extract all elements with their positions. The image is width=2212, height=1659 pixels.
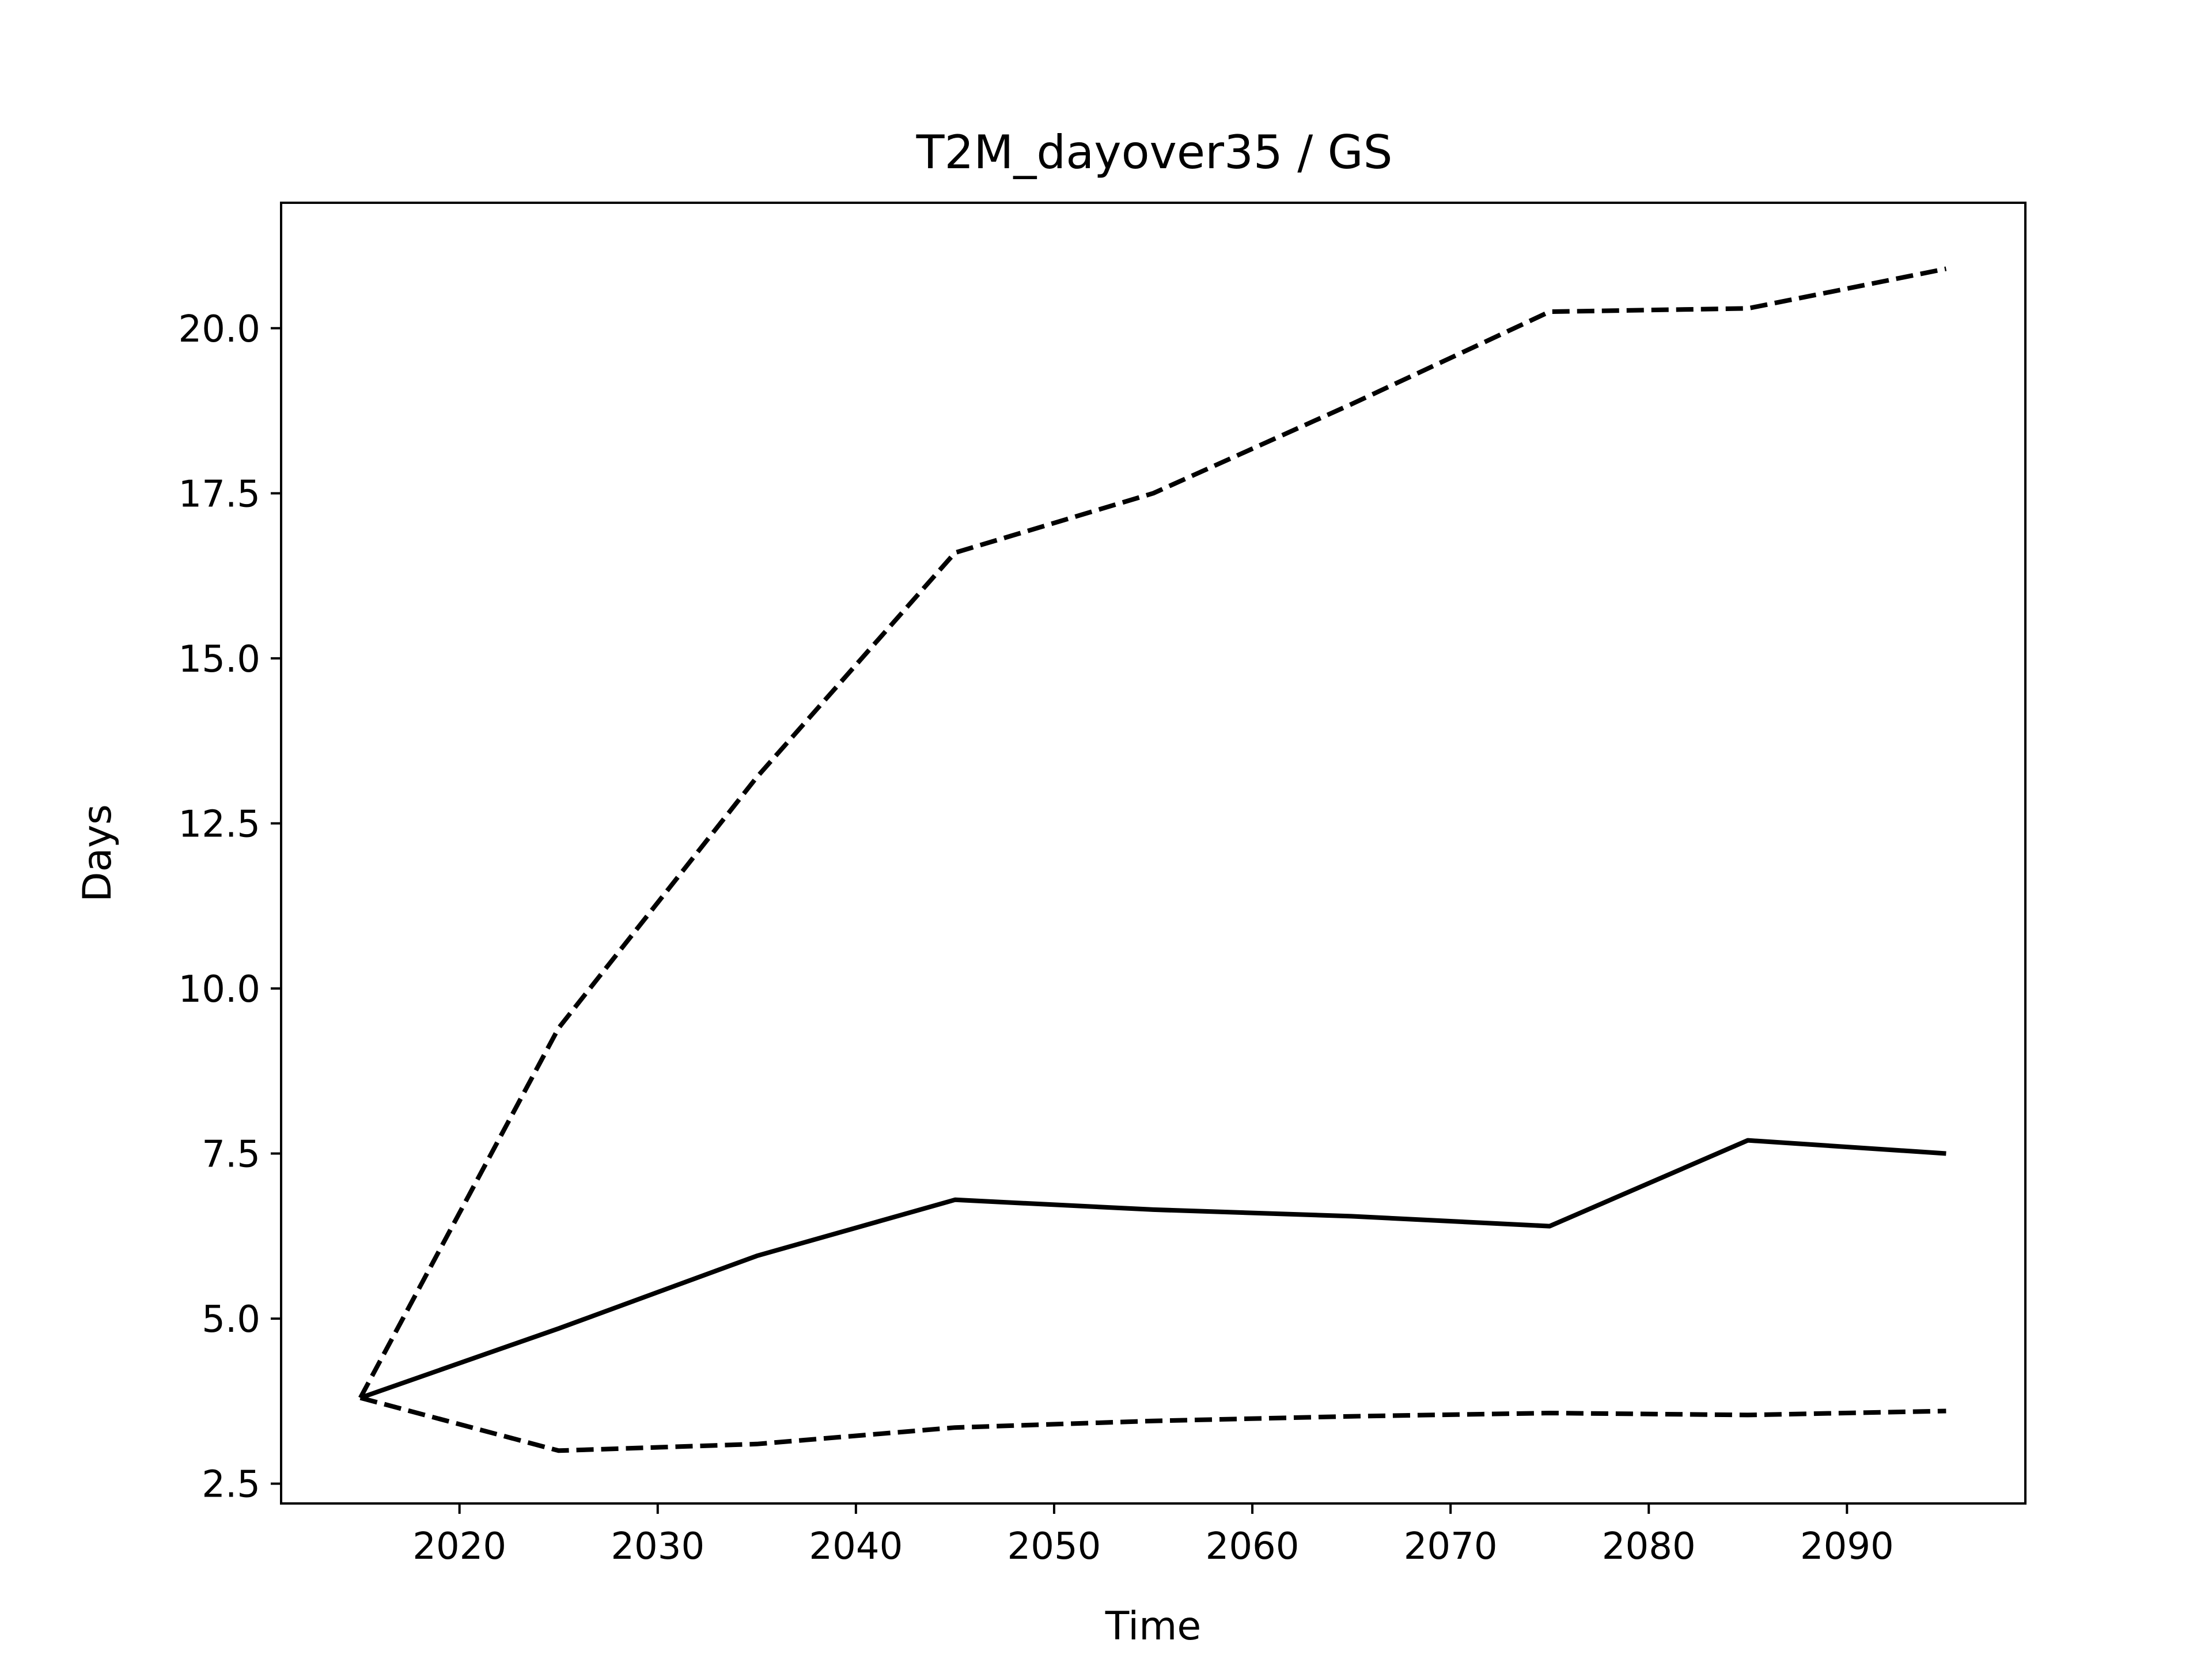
plot-area: [280, 202, 2027, 1505]
series-layer: [358, 266, 1947, 1453]
plot-frame: [280, 202, 2027, 1505]
y-tick-label: 15.0: [179, 638, 261, 681]
y-tick-label: 17.5: [179, 473, 261, 516]
solid-series-line-0: [359, 1138, 1946, 1400]
chart-title: T2M_dayover35 / GS: [916, 126, 1393, 179]
dashed-series-line-1: [358, 266, 1947, 1399]
x-tick-label: 2090: [1800, 1525, 1894, 1568]
x-tick-label: 2080: [1602, 1525, 1696, 1568]
x-tick-label: 2050: [1007, 1525, 1101, 1568]
x-tick-label: 2060: [1206, 1525, 1300, 1568]
y-tick-label: 20.0: [179, 308, 261, 351]
x-axis-label: Time: [1105, 1604, 1201, 1649]
y-tick-label: 7.5: [202, 1134, 260, 1176]
x-axis-ticks: 2020 2030 2040 2050 2060 2070 2080 2090: [412, 1503, 1894, 1568]
y-axis-ticks: 2.5 5.0 7.5 10.0 12.5 15.0 17.5 20.0: [179, 308, 281, 1506]
y-tick-label: 2.5: [202, 1464, 260, 1506]
y-tick-label: 12.5: [179, 803, 261, 846]
x-tick-label: 2030: [611, 1525, 704, 1568]
y-axis-label: Days: [75, 804, 120, 902]
x-tick-label: 2020: [412, 1525, 506, 1568]
x-tick-label: 2070: [1404, 1525, 1498, 1568]
x-tick-label: 2040: [809, 1525, 903, 1568]
y-tick-label: 5.0: [202, 1298, 260, 1341]
dashed-series-line-2: [359, 1395, 1946, 1453]
y-tick-label: 10.0: [179, 968, 261, 1011]
